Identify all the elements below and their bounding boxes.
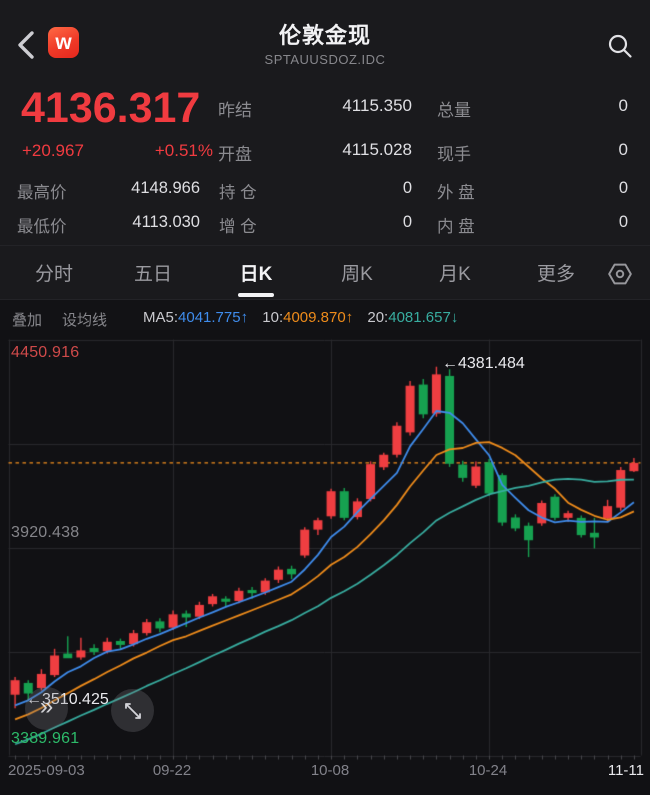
kline-chart: 4450.916 3920.438 3389.961 ←4381.484 ←35… [0, 330, 650, 795]
prev-settle-value: 4115.350 [342, 96, 412, 115]
tab-weekly-k[interactable]: 周K [341, 264, 373, 285]
low-label: 最低价 [17, 218, 67, 236]
instrument-code: SPTAUUSDOZ.IDC [264, 52, 386, 67]
y-axis-min-label: 3389.961 [11, 730, 80, 747]
open-interest-label: 持 仓 [219, 184, 257, 202]
x-tick-start: 2025-09-03 [8, 762, 85, 779]
outer-volume-value: 0 [618, 179, 628, 197]
period-tab-bar: 分时 五日 日K 周K 月K 更多 [0, 245, 650, 300]
active-tab-underline [238, 293, 274, 297]
x-tick-end: 11-11 [607, 762, 644, 779]
ma5-value: 4041.775↑ [178, 309, 249, 326]
inner-volume-label: 内 盘 [437, 218, 475, 236]
y-axis-mid-label: 3920.438 [11, 524, 80, 541]
price-change: +20.967 [22, 141, 84, 160]
wind-logo-letter: w [55, 31, 72, 54]
inner-volume-value: 0 [618, 213, 628, 231]
volume-label: 总量 [437, 101, 471, 120]
page-title: 伦敦金现 [278, 23, 371, 48]
ma20-label: 20: [367, 309, 389, 326]
ma20-value: 4081.657↓ [388, 309, 459, 326]
open-value: 4115.028 [342, 140, 412, 159]
tab-monthly-k[interactable]: 月K [439, 264, 471, 285]
ma10-label: 10: [262, 309, 284, 326]
tab-more[interactable]: 更多 [536, 264, 576, 285]
volume-value: 0 [618, 96, 628, 115]
oi-change-value: 0 [402, 213, 412, 231]
ma-legend-bar: 叠加 设均线 MA5:4041.775↑ 10:4009.870↑ 20:408… [0, 300, 650, 336]
open-label: 开盘 [218, 145, 252, 164]
high-label: 最高价 [17, 184, 67, 202]
scroll-history-button[interactable]: » [25, 687, 68, 730]
outer-volume-label: 外 盘 [437, 184, 475, 202]
high-price-annotation: ←4381.484 [442, 355, 525, 372]
ma5-label: MA5: [143, 309, 179, 326]
oi-change-label: 增 仓 [219, 218, 257, 236]
current-volume-label: 现手 [437, 145, 471, 164]
quote-panel: w 伦敦金现 SPTAUUSDOZ.IDC 4136.317 +20.967 +… [0, 0, 650, 300]
last-price: 4136.317 [21, 84, 201, 132]
high-value: 4148.966 [131, 179, 200, 197]
set-ma-button[interactable]: 设均线 [62, 312, 108, 329]
search-icon[interactable] [606, 32, 634, 60]
low-price-annotation: ←3510.425 [26, 691, 109, 708]
ma-legend: MA5:4041.775↑ 10:4009.870↑ 20:4081.657↓ [143, 309, 458, 326]
wind-app-logo: w [48, 27, 79, 58]
tab-minute[interactable]: 分时 [34, 264, 74, 285]
current-volume-value: 0 [618, 140, 628, 159]
chart-settings-icon[interactable] [607, 261, 633, 287]
y-axis-max-label: 4450.916 [11, 344, 80, 361]
back-button[interactable] [14, 26, 40, 64]
fullscreen-expand-button[interactable] [111, 689, 154, 732]
price-change-percent: +0.51% [154, 141, 213, 160]
prev-settle-label: 昨结 [218, 101, 252, 120]
x-tick-3: 10-24 [468, 762, 508, 779]
tab-daily-k[interactable]: 日K [239, 264, 273, 285]
tab-five-day[interactable]: 五日 [133, 264, 173, 285]
kline-canvas[interactable] [0, 330, 650, 770]
overlay-button[interactable]: 叠加 [12, 312, 43, 329]
open-interest-value: 0 [402, 179, 412, 197]
x-tick-2: 10-08 [310, 762, 350, 779]
x-tick-1: 09-22 [152, 762, 192, 779]
low-value: 4113.030 [132, 213, 200, 231]
ma10-value: 4009.870↑ [283, 309, 354, 326]
double-chevron-icon: » [39, 693, 54, 720]
expand-arrows-icon [124, 702, 141, 719]
